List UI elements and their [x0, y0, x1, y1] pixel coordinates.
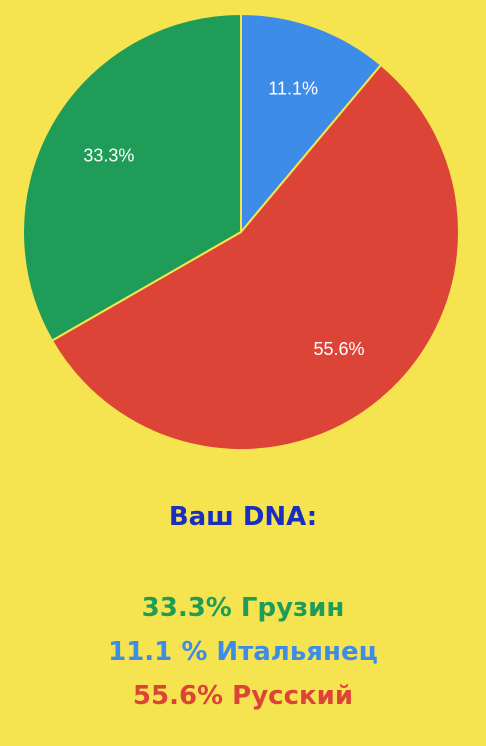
pie-slices [22, 12, 460, 451]
result-line-italian: 11.1 % Итальянец [108, 637, 378, 667]
pie-slice-0 [240, 12, 383, 235]
result-line-georgian: 33.3% Грузин [141, 593, 345, 623]
pie-labels: 11.1% 55.6% 33.3% [83, 79, 364, 359]
pie-slice-label-2: 33.3% [83, 146, 134, 166]
pie-slice-label-1: 55.6% [313, 339, 364, 359]
result-line-russian: 55.6% Русский [132, 681, 354, 711]
result-heading: Ваш DNA: [168, 502, 318, 532]
pie-slice-2 [22, 12, 242, 342]
dna-pie-chart: 11.1% 55.6% 33.3% [22, 12, 460, 451]
pie-slice-label-0: 11.1% [268, 79, 318, 99]
pie-slice-1 [50, 63, 460, 451]
